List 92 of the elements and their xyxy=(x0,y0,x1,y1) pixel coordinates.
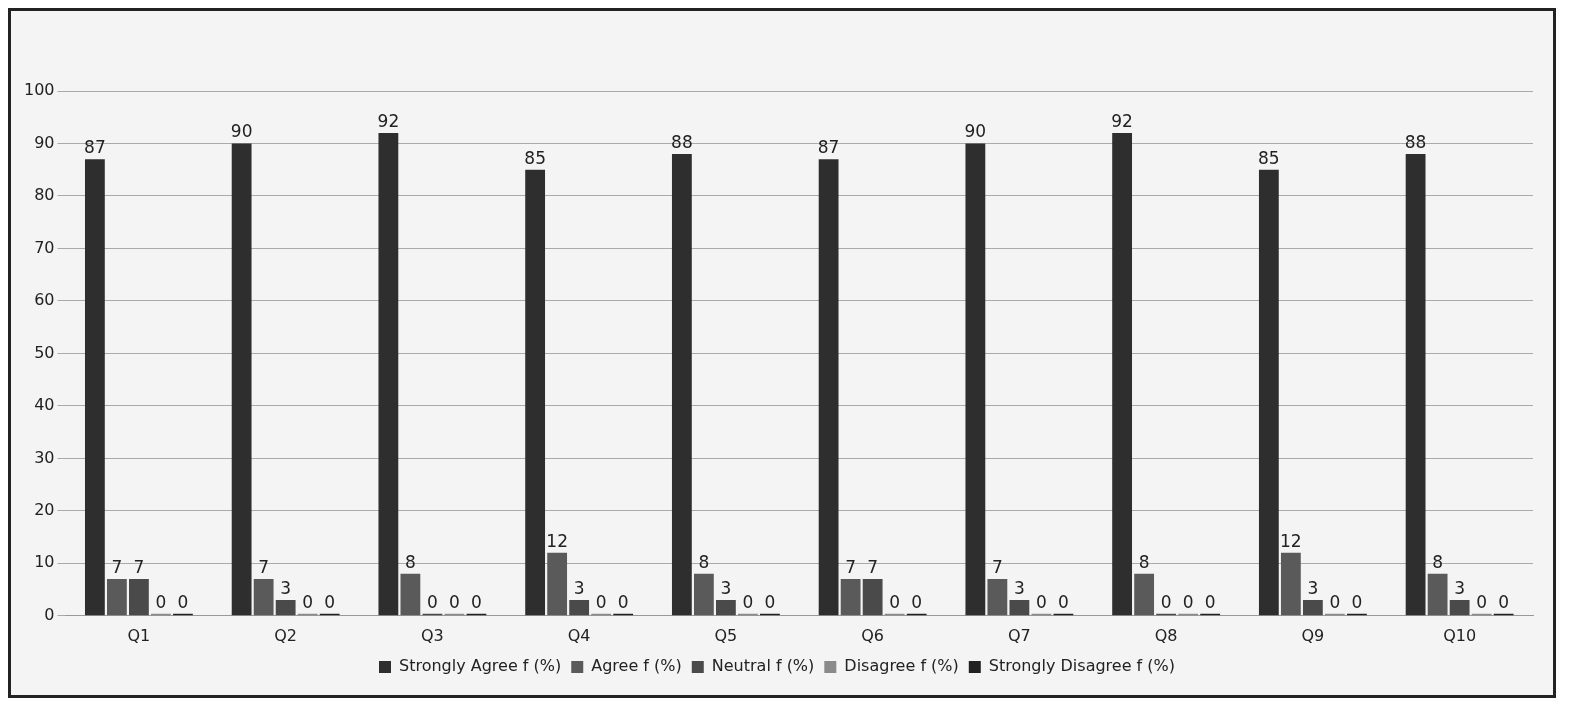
y-tick-label: 80 xyxy=(34,185,55,205)
legend-label: Neutral f (%) xyxy=(711,656,815,676)
data-label: 0 xyxy=(742,591,754,612)
y-tick-label: 70 xyxy=(34,237,55,257)
data-label: 3 xyxy=(1013,577,1025,598)
data-label: 0 xyxy=(426,591,438,612)
data-label: 0 xyxy=(1058,591,1069,612)
data-label: 85 xyxy=(524,147,546,168)
data-label: 0 xyxy=(595,591,607,612)
y-tick-label: 50 xyxy=(34,342,55,362)
data-label: 8 xyxy=(404,551,416,572)
data-label: 0 xyxy=(1498,591,1510,612)
bar xyxy=(84,159,105,616)
bar xyxy=(231,143,252,616)
data-label: 92 xyxy=(1111,110,1133,131)
data-label: 0 xyxy=(155,591,167,612)
data-label: 0 xyxy=(449,591,460,612)
data-label: 0 xyxy=(889,591,901,612)
bar xyxy=(547,552,568,616)
data-label: 90 xyxy=(230,121,253,142)
x-tick-label: Q3 xyxy=(421,625,444,645)
legend-label: Strongly Disagree f (%) xyxy=(988,656,1175,676)
data-label: 3 xyxy=(1454,577,1466,598)
bar xyxy=(1280,552,1301,616)
x-tick-label: Q8 xyxy=(1154,625,1178,645)
x-tick-label: Q2 xyxy=(274,625,298,645)
data-label: 8 xyxy=(698,551,710,572)
data-label: 3 xyxy=(573,577,585,598)
x-tick-label: Q10 xyxy=(1443,625,1477,645)
data-label: 0 xyxy=(1351,591,1363,612)
data-label: 87 xyxy=(817,137,840,158)
y-tick-label: 60 xyxy=(34,290,55,310)
bar xyxy=(378,132,399,616)
bar xyxy=(1134,573,1155,616)
legend-label: Disagree f (%) xyxy=(844,656,959,676)
x-tick-label: Q9 xyxy=(1301,625,1325,645)
y-tick-label: 20 xyxy=(34,500,55,519)
data-label: 12 xyxy=(546,530,568,551)
data-label: 92 xyxy=(377,110,400,131)
data-label: 12 xyxy=(1280,530,1302,551)
data-label: 8 xyxy=(1138,551,1150,572)
bar xyxy=(1427,573,1448,616)
data-label: 0 xyxy=(471,591,482,612)
y-tick-label: 40 xyxy=(34,395,55,415)
x-tick-label: Q7 xyxy=(1008,625,1031,645)
data-label: 7 xyxy=(991,556,1003,577)
legend-label: Agree f (%) xyxy=(591,656,682,676)
bar xyxy=(1405,153,1426,616)
data-label: 0 xyxy=(302,591,314,612)
data-label: 3 xyxy=(280,577,292,598)
data-label: 0 xyxy=(1160,591,1172,612)
y-tick-label: 30 xyxy=(34,447,55,467)
legend-label: Strongly Agree f (%) xyxy=(399,656,562,676)
data-label: 0 xyxy=(324,591,336,612)
bar xyxy=(693,573,714,616)
y-tick-label: 10 xyxy=(34,552,55,572)
data-label: 7 xyxy=(133,556,145,577)
y-tick-label: 0 xyxy=(44,604,55,624)
data-label: 0 xyxy=(1182,591,1194,612)
data-label: 0 xyxy=(764,591,776,612)
data-label: 90 xyxy=(964,121,987,142)
bar xyxy=(965,143,986,616)
data-label: 7 xyxy=(845,556,857,577)
data-label: 3 xyxy=(720,577,732,598)
y-tick-label: 90 xyxy=(34,132,55,152)
data-label: 0 xyxy=(911,591,923,612)
bar xyxy=(525,169,546,616)
y-tick-label: 100 xyxy=(23,80,55,100)
data-label: 7 xyxy=(258,556,270,577)
data-label: 0 xyxy=(1476,591,1488,612)
bar xyxy=(818,159,839,616)
bar xyxy=(1112,132,1133,616)
data-label: 8 xyxy=(1432,551,1444,572)
x-tick-label: Q1 xyxy=(127,625,151,645)
data-label: 0 xyxy=(1035,591,1047,612)
bar xyxy=(400,573,421,616)
data-label: 0 xyxy=(1204,591,1216,612)
data-label: 85 xyxy=(1258,147,1280,168)
data-label: 7 xyxy=(111,556,123,577)
data-label: 7 xyxy=(867,556,879,577)
x-tick-label: Q5 xyxy=(714,625,738,645)
data-label: 3 xyxy=(1307,577,1319,598)
x-tick-label: Q6 xyxy=(861,625,885,645)
bar xyxy=(671,153,692,616)
data-label: 87 xyxy=(84,137,106,158)
data-label: 88 xyxy=(1404,131,1427,152)
data-label: 0 xyxy=(1329,591,1341,612)
bar xyxy=(1258,169,1279,616)
data-label: 0 xyxy=(177,591,189,612)
x-tick-label: Q4 xyxy=(567,625,591,645)
data-label: 0 xyxy=(617,591,629,612)
data-label: 88 xyxy=(671,131,693,152)
